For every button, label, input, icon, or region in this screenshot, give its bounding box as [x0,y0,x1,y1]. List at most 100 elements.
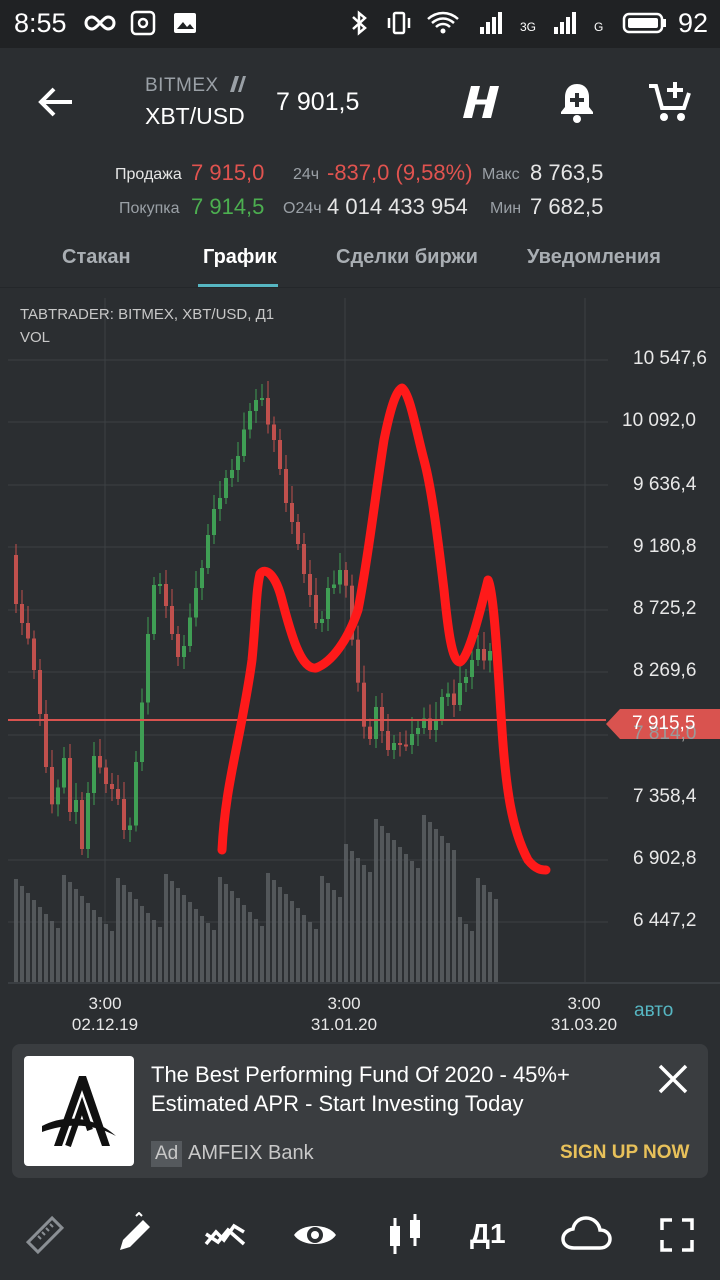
ad-signup-button[interactable]: SIGN UP NOW [560,1142,690,1163]
candle-body [410,734,414,745]
volume-bar [26,893,30,982]
volume-bar [44,914,48,982]
interval-selector[interactable]: Д1 [470,1218,506,1249]
volume-bar [98,917,102,982]
candle-body [452,693,456,705]
price-chart[interactable]: TABTRADER: BITMEX, XBT/USD, Д1 VOL 10 54… [0,290,720,1040]
volume-bar [284,894,288,982]
change-label: 24ч [293,166,320,183]
candle-body [356,639,360,683]
buy-value: 7 914,5 [191,194,265,219]
fullscreen-icon[interactable] [654,1212,700,1258]
volume-bar [170,881,174,982]
candle-body [140,702,144,762]
wifi-icon [427,11,459,34]
candle-body [200,568,204,588]
tab-trades[interactable]: Сделки биржи [336,246,478,268]
indicators-icon[interactable] [202,1212,248,1258]
volume-bar [134,899,138,982]
add-to-cart-icon[interactable] [645,78,693,126]
volume-bar [386,833,390,982]
candles-icon[interactable] [384,1212,430,1258]
candle-body [236,456,240,470]
candle-body [62,758,66,788]
sell-value: 7 915,0 [191,160,265,185]
volume-bar [110,931,114,982]
header: BITMEX XBT/USD 7 901,5 Продажа 7 915,0 2… [0,48,720,230]
pencil-icon[interactable] [112,1212,158,1258]
volume-bar [194,909,198,982]
volume-bar [326,883,330,982]
tab-notifications[interactable]: Уведомления [527,246,661,268]
candle-body [68,758,72,812]
volume-bar [344,844,348,982]
volume-bar [158,927,162,982]
at-sign-icon [130,10,156,36]
volume-bar [314,929,318,982]
volume-bar [332,890,336,982]
y-axis-label: 7 358,4 [633,786,697,807]
back-arrow-icon[interactable] [34,80,78,124]
candle-body [182,646,186,657]
volume-bar [362,865,366,982]
tab-order-book[interactable]: Стакан [62,246,131,268]
candle-body [20,604,24,623]
candle-body [272,424,276,440]
ad-title[interactable]: The Best Performing Fund Of 2020 - 45%+ … [151,1062,570,1116]
candle-body [104,767,108,784]
buy-label: Покупка [119,200,180,217]
volume-bar [404,854,408,982]
network-3g-label: 3G [520,20,537,34]
volume-bar [92,910,96,982]
volume-bar [266,873,270,982]
cloud-icon[interactable] [560,1212,612,1258]
eye-icon[interactable] [292,1212,338,1258]
candle-body [224,478,228,498]
candle-body [122,799,126,830]
auto-scale-toggle[interactable]: авто [634,1000,674,1021]
candle-body [470,660,474,677]
trading-pair: XBT/USD [145,103,245,129]
tabtrader-logo-icon[interactable] [457,78,505,126]
volume-bar [338,897,342,982]
network-g-label: G [594,20,604,34]
volume-bar [374,819,378,982]
x-axis-time: 3:00 [327,994,361,1013]
volume-bar [308,922,312,982]
candle-body [212,509,216,535]
volume-bar [260,926,264,982]
candle-body [344,570,348,586]
y-axis-label: 8 269,6 [633,660,697,681]
candle-body [368,726,372,739]
volume-bar [422,815,426,982]
candle-body [302,544,306,574]
volume-bar [254,919,258,982]
amfeix-logo-icon [42,1076,116,1147]
ruler-icon[interactable] [22,1212,68,1258]
volume-bar [164,874,168,982]
ad-banner[interactable]: The Best Performing Fund Of 2020 - 45%+ … [12,1044,708,1178]
candle-body [230,470,234,478]
candle-body [158,584,162,586]
signal-icon [480,12,502,34]
candle-body [338,570,342,585]
candle-body [260,398,264,400]
volume-bar [116,878,120,982]
exchange-logo-icon [230,76,246,92]
chart-canvas[interactable] [0,290,720,1040]
add-alert-bell-icon[interactable] [553,78,601,126]
candle-body [116,789,120,799]
x-axis-time: 3:00 [567,994,601,1013]
close-icon[interactable] [656,1062,690,1096]
candle-body [98,756,102,768]
volume-bar [476,878,480,982]
candle-body [314,595,318,623]
y-axis-label: 10 092,0 [622,410,696,431]
battery-icon [622,12,666,34]
candle-body [278,440,282,469]
candle-body [206,535,210,568]
exchange-name: BITMEX [145,75,219,96]
tab-chart[interactable]: График [203,246,277,268]
volume-bar [212,930,216,982]
candle-body [38,670,42,714]
